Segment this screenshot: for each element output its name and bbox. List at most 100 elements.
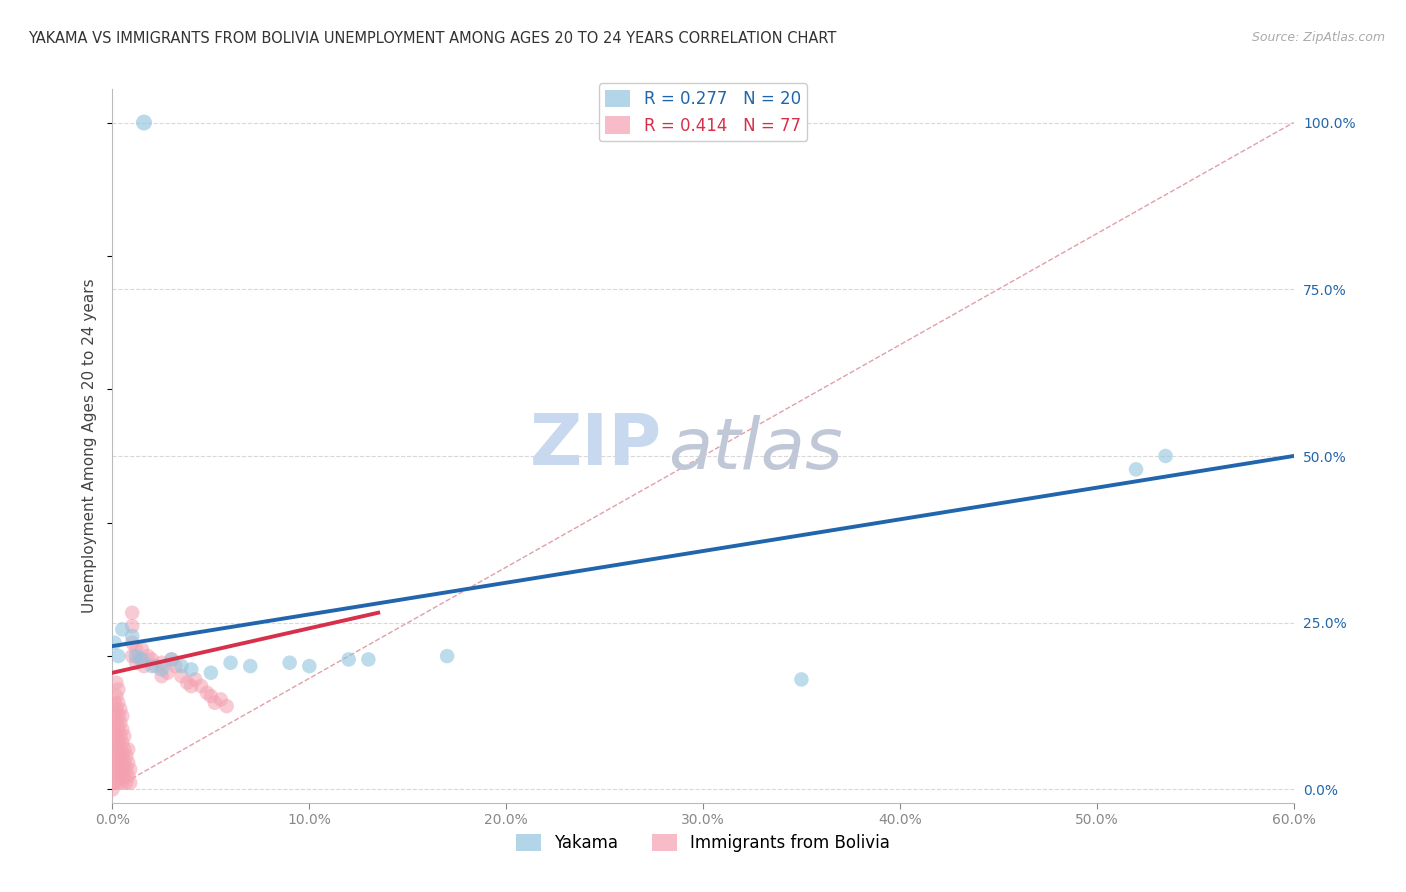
Point <box>111 723 134 737</box>
Point <box>121 649 143 664</box>
Point <box>107 736 129 750</box>
Point <box>209 692 232 706</box>
Point <box>150 662 173 676</box>
Point <box>120 763 142 777</box>
Point <box>103 763 125 777</box>
Point <box>111 749 134 764</box>
Point <box>1154 449 1177 463</box>
Point <box>117 769 139 783</box>
Point <box>204 696 226 710</box>
Point <box>107 682 129 697</box>
Point <box>141 659 163 673</box>
Point <box>357 652 380 666</box>
Point <box>107 723 129 737</box>
Point <box>195 686 218 700</box>
Point <box>110 756 132 770</box>
Point <box>1125 462 1147 476</box>
Point <box>170 669 193 683</box>
Point <box>103 749 125 764</box>
Point <box>121 606 143 620</box>
Point <box>219 656 242 670</box>
Point <box>117 742 139 756</box>
Point <box>132 659 155 673</box>
Point <box>120 776 142 790</box>
Point <box>156 665 179 680</box>
Point <box>105 769 128 783</box>
Point <box>105 715 128 730</box>
Point <box>107 763 129 777</box>
Point <box>337 652 360 666</box>
Point <box>107 696 129 710</box>
Point <box>105 729 128 743</box>
Point <box>107 709 129 723</box>
Point <box>160 652 183 666</box>
Text: Source: ZipAtlas.com: Source: ZipAtlas.com <box>1251 31 1385 45</box>
Point <box>131 642 153 657</box>
Point <box>160 652 183 666</box>
Point <box>110 742 132 756</box>
Point <box>129 652 152 666</box>
Point <box>115 776 138 790</box>
Point <box>125 656 148 670</box>
Point <box>105 742 128 756</box>
Point <box>103 696 125 710</box>
Point <box>103 736 125 750</box>
Point <box>107 649 129 664</box>
Point <box>111 776 134 790</box>
Point <box>200 689 222 703</box>
Point <box>111 709 134 723</box>
Point <box>298 659 321 673</box>
Point <box>121 636 143 650</box>
Point <box>136 649 159 664</box>
Point <box>215 699 238 714</box>
Point <box>105 689 128 703</box>
Point <box>131 652 153 666</box>
Point <box>112 769 135 783</box>
Point <box>110 769 132 783</box>
Point <box>125 649 148 664</box>
Text: ZIP: ZIP <box>530 411 662 481</box>
Point <box>111 623 134 637</box>
Y-axis label: Unemployment Among Ages 20 to 24 years: Unemployment Among Ages 20 to 24 years <box>82 278 97 614</box>
Point <box>105 702 128 716</box>
Point <box>436 649 458 664</box>
Point <box>105 756 128 770</box>
Point <box>141 652 163 666</box>
Point <box>112 756 135 770</box>
Text: YAKAMA VS IMMIGRANTS FROM BOLIVIA UNEMPLOYMENT AMONG AGES 20 TO 24 YEARS CORRELA: YAKAMA VS IMMIGRANTS FROM BOLIVIA UNEMPL… <box>28 31 837 46</box>
Point <box>278 656 301 670</box>
Point <box>165 659 187 673</box>
Point <box>103 709 125 723</box>
Point <box>107 776 129 790</box>
Point <box>103 776 125 790</box>
Point <box>105 675 128 690</box>
Point <box>145 659 167 673</box>
Point <box>101 782 124 797</box>
Point <box>111 736 134 750</box>
Point <box>176 675 198 690</box>
Point <box>110 702 132 716</box>
Point <box>110 729 132 743</box>
Point <box>150 656 173 670</box>
Point <box>112 742 135 756</box>
Text: atlas: atlas <box>668 415 842 484</box>
Point <box>121 629 143 643</box>
Point <box>115 763 138 777</box>
Point <box>125 642 148 657</box>
Point <box>190 679 212 693</box>
Point <box>200 665 222 680</box>
Point <box>180 662 202 676</box>
Point <box>132 115 155 129</box>
Point <box>112 729 135 743</box>
Point <box>110 715 132 730</box>
Point <box>239 659 262 673</box>
Point <box>184 673 207 687</box>
Point <box>150 669 173 683</box>
Point <box>121 619 143 633</box>
Legend: Yakama, Immigrants from Bolivia: Yakama, Immigrants from Bolivia <box>509 827 897 859</box>
Point <box>107 749 129 764</box>
Point <box>180 679 202 693</box>
Point <box>111 763 134 777</box>
Point <box>103 723 125 737</box>
Point <box>115 749 138 764</box>
